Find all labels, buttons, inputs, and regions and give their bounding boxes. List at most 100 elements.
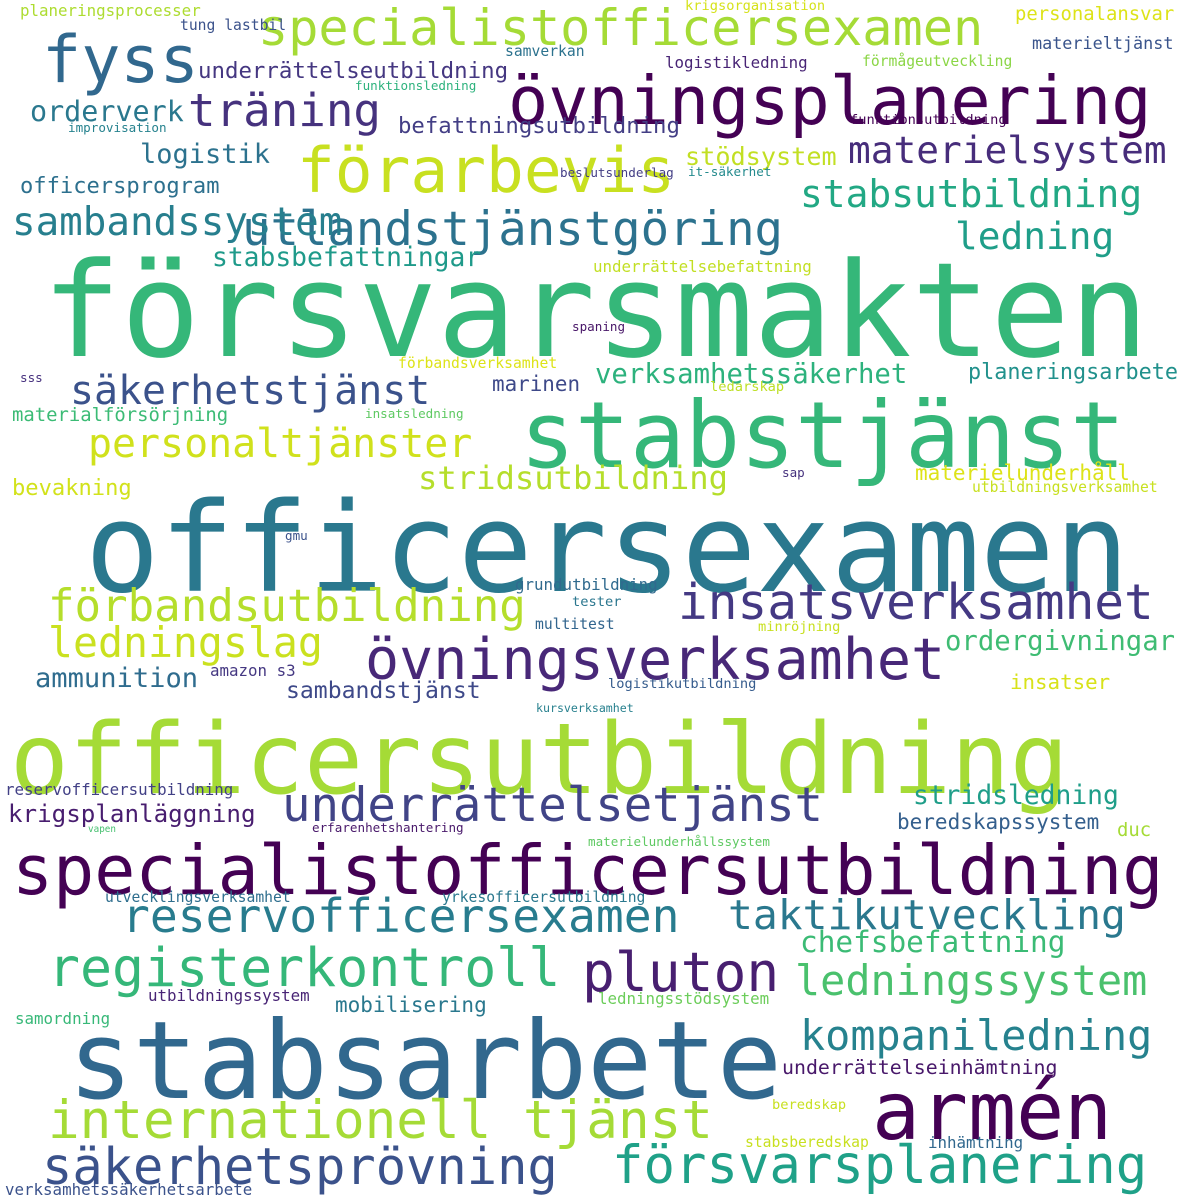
word-utvecklingsverksamhet: utvecklingsverksamhet (105, 889, 291, 906)
word-materialforsorjning: materialförsörjning (12, 404, 229, 426)
word-specialistofficersexamen: specialistofficersexamen (258, 0, 984, 57)
word-stabstjanst: stabstjänst (520, 382, 1126, 489)
word-underrattelsetjanst: underrättelsetjänst (282, 778, 824, 833)
word-kursverksamhet: kursverksamhet (536, 701, 634, 715)
word-insatser: insatser (1010, 670, 1111, 694)
word-formageutveckling: förmågeutveckling (862, 53, 1013, 70)
word-forbandsutbildning: förbandsutbildning (48, 581, 526, 632)
word-planeringsarbete: planeringsarbete (968, 360, 1178, 385)
word-stabsberedskap: stabsberedskap (745, 1134, 869, 1151)
word-sss: sss (20, 370, 43, 385)
word-materielunderhall: materielunderhåll (915, 461, 1130, 485)
word-stridsledning: stridsledning (913, 781, 1119, 811)
word-underrattelseinhamtning: underrättelseinhämtning (782, 1056, 1058, 1079)
word-multitest: multitest (535, 616, 615, 633)
word-planeringsprocesser: planeringsprocesser (20, 1, 201, 20)
word-beslutsunderlag: beslutsunderlag (560, 165, 674, 180)
word-sap: sap (782, 465, 805, 480)
word-personalansvar: personalansvar (1015, 3, 1175, 25)
word-gmu: gmu (285, 528, 308, 543)
word-taktikutveckling: taktikutveckling (728, 891, 1126, 939)
word-improvisation: improvisation (68, 120, 167, 135)
word-materielsystem: materielsystem (848, 128, 1167, 172)
word-stabsarbete: stabsarbete (68, 999, 782, 1124)
word-personaltjanster: personaltjänster (88, 421, 473, 467)
word-minrojning: minröjning (758, 619, 841, 635)
word-utbildningsverksamhet: utbildningsverksamhet (972, 479, 1158, 496)
word-fyss: fyss (42, 23, 199, 98)
word-forbandsverksamhet: förbandsverksamhet (398, 355, 558, 372)
word-amazon-s3: amazon s3 (210, 661, 296, 680)
word-samverkan: samverkan (505, 43, 585, 60)
word-sambandstjanst: sambandstjänst (286, 678, 481, 704)
word-officersexamen: officersexamen (85, 477, 1130, 621)
word-internationell-tjanst: internationell tjänst (48, 1090, 713, 1151)
word-verksamhetssakerhet: verksamhetssäkerhet (595, 359, 908, 390)
word-mobilisering: mobilisering (335, 993, 487, 1017)
word-grundutbildning: grundutbildning (515, 575, 658, 594)
word-stridsutbildning: stridsutbildning (418, 459, 729, 497)
word-sambandssystem: sambandssystem (12, 200, 343, 245)
word-ammunition: ammunition (35, 663, 199, 694)
word-duc: duc (1117, 819, 1152, 841)
word-beredskapssystem: beredskapssystem (897, 810, 1100, 834)
word-krigsorganisation: krigsorganisation (685, 0, 826, 14)
word-stabsutbildning: stabsutbildning (800, 172, 1143, 216)
word-reservofficersutbildning: reservofficersutbildning (5, 780, 234, 799)
word-befattningsutbildning: befattningsutbildning (398, 113, 680, 139)
word-it-sakerhet: it-säkerhet (688, 164, 772, 179)
word-bevakning: bevakning (12, 475, 132, 501)
word-ordergivningar: ordergivningar (945, 626, 1176, 657)
word-orderverk: orderverk (30, 95, 184, 128)
word-reservofficersexamen: reservofficersexamen (122, 889, 680, 943)
word-logistikledning: logistikledning (665, 53, 808, 72)
word-kompaniledning: kompaniledning (800, 1011, 1153, 1060)
word-vapen: vapen (88, 824, 116, 835)
word-samordning: samordning (15, 1009, 111, 1028)
word-traning: träning (188, 83, 382, 137)
word-funktionsutbildning: funktionsutbildning (850, 112, 1007, 128)
word-insatsverksamhet: insatsverksamhet (678, 573, 1154, 631)
word-yrkesofficersutbildning: yrkesofficersutbildning (442, 889, 646, 906)
word-krigsplanlaggning: krigsplanläggning (8, 800, 256, 828)
word-inhamtning: inhämtning (928, 1133, 1024, 1152)
word-utlandstjanstgoring: utlandstjänstgöring (242, 202, 784, 257)
word-tung-lastbil: tung lastbil (180, 17, 287, 34)
word-sakerhetsprovning: säkerhetsprövning (42, 1137, 558, 1196)
word-erfarenhetshantering: erfarenhetshantering (312, 820, 464, 835)
word-stodsystem: stödsystem (685, 142, 837, 171)
word-forsvarsplanering: försvarsplanering (612, 1135, 1148, 1196)
word-officersutbildning: officersutbildning (10, 703, 1069, 817)
word-sakerhetstjanst: säkerhetstjänst (70, 368, 431, 414)
word-pluton: pluton (582, 940, 780, 1004)
word-ovningsplanering: övningsplanering (508, 62, 1152, 140)
word-specialistofficersutbildning: specialistofficersutbildning (12, 832, 1164, 911)
word-underrattelsebefattning: underrättelsebefattning (593, 257, 812, 276)
word-utbildningssystem: utbildningssystem (148, 986, 310, 1005)
word-underrattelseutbildning: underrättelseutbildning (198, 58, 509, 84)
word-registerkontroll: registerkontroll (48, 937, 561, 999)
word-insatsledning: insatsledning (365, 406, 464, 421)
word-beredskap: beredskap (772, 1097, 847, 1113)
word-verksamhetssakerhetsarbete: verksamhetssäkerhetsarbete (5, 1180, 253, 1199)
word-materieltjanst: materieltjänst (1032, 33, 1174, 53)
word-chefsbefattning: chefsbefattning (800, 925, 1066, 959)
word-forsvarsmakten: försvarsmakten (42, 234, 1149, 387)
word-ledningssystem: ledningssystem (795, 956, 1148, 1005)
word-logistikutbildning: logistikutbildning (608, 676, 757, 692)
word-officersprogram: officersprogram (20, 173, 220, 199)
word-spaning: spaning (572, 319, 626, 334)
word-tester: tester (572, 594, 622, 610)
word-stabsbefattningar: stabsbefattningar (212, 243, 482, 273)
word-logistik: logistik (140, 139, 271, 170)
word-forarbevis: förarbevis (297, 134, 676, 207)
word-ledning: ledning (955, 214, 1115, 258)
word-materielunderhallssystem: materielunderhållssystem (588, 834, 770, 849)
word-ledarskap: ledarskap (710, 379, 785, 395)
word-ledningsstodsystem: ledningsstödsystem (598, 989, 770, 1008)
word-marinen: marinen (492, 372, 581, 396)
word-funktionsledning: funktionsledning (355, 78, 477, 93)
word-ovningsverksamhet: övningsverksamhet (365, 627, 946, 693)
word-armen: armén (872, 1065, 1113, 1158)
